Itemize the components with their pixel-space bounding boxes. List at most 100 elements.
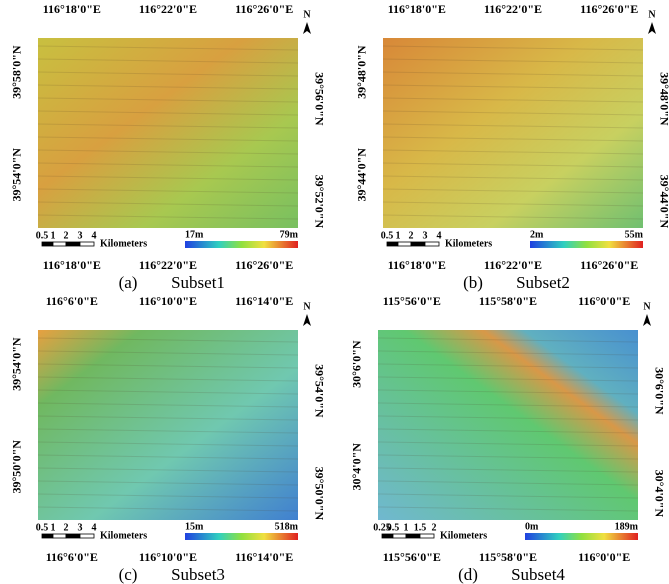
scale-label: 4 — [92, 522, 97, 533]
bottom-tick-label: 116°18'0"E — [388, 258, 446, 272]
left-tick-label: 30°4'0"N — [350, 443, 364, 491]
map-texture — [37, 480, 299, 486]
scale-segment — [410, 241, 426, 247]
map-texture — [382, 136, 644, 142]
right-tick-label: 39°56'0"N — [312, 72, 326, 126]
left-tick-label: 39°48'0"N — [355, 45, 369, 99]
map-texture — [37, 337, 299, 343]
bottom-tick-label: 116°22'0"E — [139, 258, 197, 272]
map-texture — [382, 188, 644, 194]
map-texture — [377, 376, 639, 382]
map-texture — [37, 350, 299, 356]
right-tick-label: 39°54'0"N — [312, 364, 326, 418]
scale-label: 0.5 — [36, 522, 49, 533]
caption: Subset2 — [516, 273, 570, 292]
legend-bar — [530, 241, 643, 248]
map-texture — [377, 363, 639, 369]
map-texture — [377, 454, 639, 460]
north-label: N — [643, 301, 651, 312]
scale-label: 1 — [404, 522, 409, 533]
panels: 116°18'0"E 116°22'0"E 116°26'0"E 116°18'0"E… — [10, 2, 669, 584]
bottom-tick-label: 115°58'0"E — [479, 550, 537, 564]
map-texture — [377, 337, 639, 343]
map-texture — [382, 71, 644, 77]
map-texture — [377, 389, 639, 395]
legend-bar — [185, 533, 298, 540]
map-texture — [377, 467, 639, 473]
map-texture — [382, 45, 644, 51]
scale-segment — [65, 533, 81, 539]
scale-label: 0.5 — [36, 230, 49, 241]
legend-max: 55m — [625, 229, 644, 240]
scale-unit: Kilometers — [440, 530, 487, 541]
left-tick-label: 39°58'0"N — [10, 45, 24, 99]
left-tick-label: 39°54'0"N — [10, 337, 24, 391]
caption: Subset3 — [171, 565, 225, 584]
map-image — [38, 330, 298, 520]
north-arrow — [303, 22, 311, 34]
scale-segment — [419, 533, 435, 539]
map-texture — [382, 84, 644, 90]
map-texture — [37, 149, 299, 155]
bottom-tick-label: 116°26'0"E — [580, 258, 638, 272]
scale-label: 4 — [437, 230, 442, 241]
north-label: N — [648, 9, 656, 20]
scale-segment — [397, 241, 412, 247]
map-texture — [37, 441, 299, 447]
map-texture — [382, 162, 644, 168]
map-texture — [37, 493, 299, 499]
map-texture — [382, 58, 644, 64]
map-texture — [37, 428, 299, 434]
top-tick-label: 116°18'0"E — [388, 2, 446, 16]
map-texture — [37, 84, 299, 90]
top-tick-label: 116°26'0"E — [580, 2, 638, 16]
map-texture — [37, 389, 299, 395]
left-tick-label: 30°6'0"N — [350, 340, 364, 388]
map-texture — [377, 402, 639, 408]
caption-letter: (d) — [458, 565, 478, 584]
map-image — [38, 38, 298, 228]
map-texture — [377, 480, 639, 486]
top-tick-label: 116°6'0"E — [46, 294, 98, 308]
scale-label: 1 — [51, 230, 56, 241]
map-texture — [382, 201, 644, 207]
map-texture — [37, 123, 299, 129]
map-texture — [382, 97, 644, 103]
right-tick-label: 30°6'0"N — [652, 367, 666, 415]
map-image — [383, 38, 643, 228]
map-texture — [37, 162, 299, 168]
map-texture — [37, 71, 299, 77]
scale-segment — [65, 241, 81, 247]
map-texture — [37, 376, 299, 382]
map-texture — [37, 136, 299, 142]
right-tick-label: 39°44'0"N — [657, 175, 669, 229]
scale-segment — [381, 533, 394, 539]
scale-label: 1 — [396, 230, 401, 241]
caption-letter: (c) — [119, 565, 138, 584]
top-tick-label: 115°58'0"E — [479, 294, 537, 308]
right-tick-label: 39°48'0"N — [657, 72, 669, 126]
scale-label: 3 — [78, 230, 83, 241]
map-texture — [37, 201, 299, 207]
map-texture — [37, 214, 299, 220]
map-texture — [382, 110, 644, 116]
top-tick-label: 116°18'0"E — [43, 2, 101, 16]
map-texture — [377, 506, 639, 512]
scale-label: 0.5 — [381, 230, 394, 241]
legend-bar — [185, 241, 298, 248]
bottom-tick-label: 116°22'0"E — [484, 258, 542, 272]
legend-min: 2m — [530, 229, 544, 240]
right-tick-label: 30°4'0"N — [652, 470, 666, 518]
bottom-tick-label: 116°26'0"E — [235, 258, 293, 272]
caption: Subset1 — [171, 273, 225, 292]
map-texture — [382, 214, 644, 220]
caption-letter: (b) — [463, 273, 483, 292]
top-tick-label: 116°22'0"E — [484, 2, 542, 16]
left-tick-label: 39°54'0"N — [10, 148, 24, 202]
legend-max: 518m — [275, 521, 299, 532]
map-texture — [37, 188, 299, 194]
scale-label: 2 — [64, 522, 69, 533]
scale-segment — [41, 241, 54, 247]
